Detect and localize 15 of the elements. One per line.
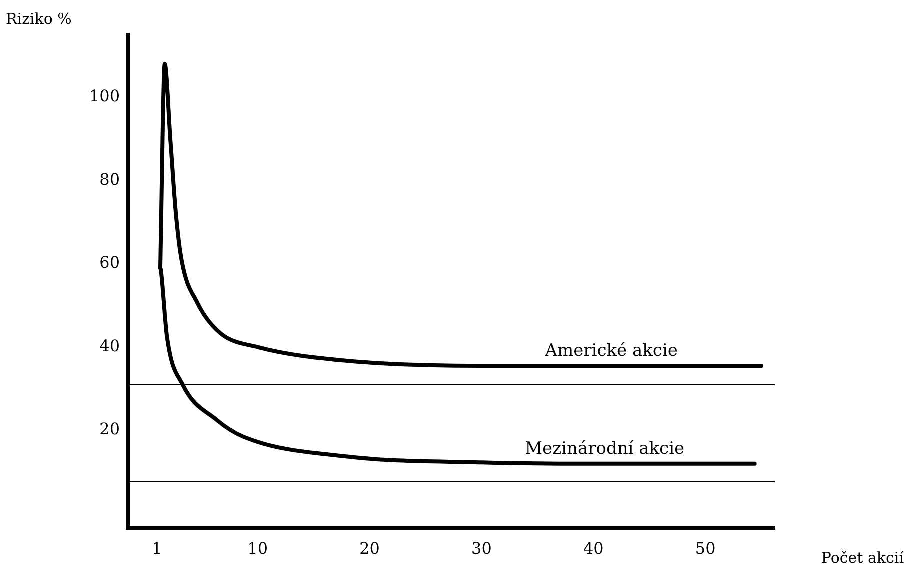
x-tick-label: 1	[152, 538, 162, 558]
y-tick-label: 100	[89, 86, 120, 106]
y-tick-label: 80	[100, 170, 120, 189]
x-tick-label: 40	[583, 538, 604, 558]
y-tick-label: 60	[100, 253, 120, 272]
y-axis-title: Riziko %	[6, 10, 72, 28]
x-tick-label: 20	[360, 538, 380, 558]
x-tick-label: 30	[472, 538, 492, 558]
x-tick-label: 10	[248, 538, 268, 558]
annotation: Americké akcie	[544, 341, 678, 362]
y-tick-label: 40	[100, 336, 120, 356]
y-tick-label: 20	[100, 420, 120, 439]
x-tick-label: 50	[695, 538, 716, 558]
annotation: Mezinárodní akcie	[525, 438, 685, 459]
x-axis-title: Počet akcií	[821, 549, 904, 567]
